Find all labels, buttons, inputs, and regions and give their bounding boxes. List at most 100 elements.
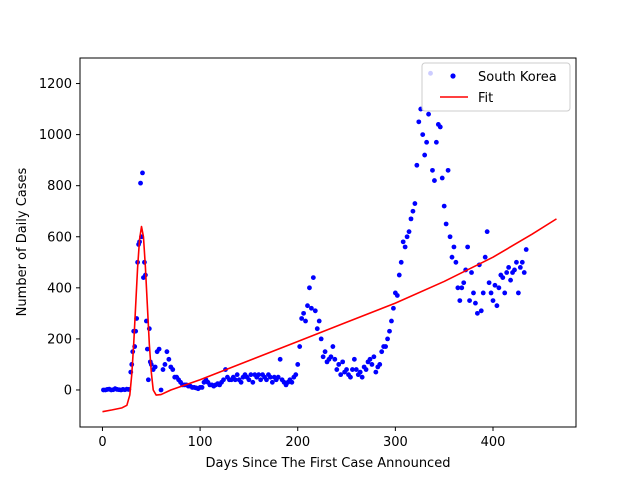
data-point <box>437 124 443 130</box>
data-point <box>353 367 359 372</box>
data-point <box>490 298 496 303</box>
data-point <box>307 285 312 291</box>
data-point <box>330 344 336 349</box>
series-layer <box>101 70 557 413</box>
x-tick-label: 300 <box>383 435 408 450</box>
data-point <box>508 277 513 283</box>
data-point <box>459 285 465 291</box>
data-point <box>295 362 301 367</box>
data-point <box>138 180 143 186</box>
data-point <box>496 285 502 291</box>
legend-box <box>421 62 571 112</box>
data-point <box>484 229 490 235</box>
data-point <box>519 259 525 265</box>
data-point <box>474 310 480 316</box>
y-axis-label: Number of Daily Cases <box>15 167 30 316</box>
series-fit-line <box>102 218 557 413</box>
data-point <box>297 344 303 349</box>
data-point <box>303 318 308 324</box>
data-point <box>387 328 392 334</box>
data-point <box>318 336 324 342</box>
data-point <box>334 367 340 372</box>
data-point <box>221 377 226 383</box>
data-point <box>312 308 318 314</box>
data-point <box>322 349 328 355</box>
data-point <box>166 356 172 362</box>
data-point <box>377 362 383 367</box>
data-point <box>140 170 145 176</box>
data-point <box>402 244 408 250</box>
data-point <box>158 387 164 393</box>
y-tick-label: 1200 <box>39 77 72 92</box>
data-point <box>420 132 426 138</box>
y-tick-label: 1000 <box>39 128 72 143</box>
data-point <box>267 374 273 380</box>
data-point <box>494 303 500 309</box>
data-point <box>145 377 151 383</box>
legend-marker-south-korea <box>450 73 456 79</box>
data-point <box>480 290 486 296</box>
data-point <box>359 374 365 380</box>
x-tick-label: 0 <box>98 435 106 450</box>
x-tick-label: 100 <box>188 435 213 450</box>
data-point <box>424 139 430 145</box>
data-point <box>332 356 338 362</box>
data-point <box>400 239 406 245</box>
data-point <box>412 201 418 206</box>
data-point <box>328 354 334 360</box>
data-point <box>238 379 244 385</box>
data-point <box>502 290 508 296</box>
data-point <box>506 265 512 270</box>
data-point <box>350 367 355 372</box>
data-point <box>320 354 326 360</box>
legend: South Korea Fit <box>421 62 571 112</box>
data-point <box>389 318 394 324</box>
data-point <box>515 290 521 296</box>
data-point <box>461 280 467 286</box>
data-point <box>433 139 439 145</box>
data-point <box>385 336 390 342</box>
data-point <box>445 167 451 173</box>
data-point <box>156 346 162 352</box>
data-point <box>443 221 449 227</box>
data-point <box>348 374 353 380</box>
data-point <box>482 254 488 260</box>
data-point <box>269 379 275 385</box>
data-point <box>162 362 168 367</box>
data-point <box>309 305 314 311</box>
data-point <box>344 367 349 372</box>
data-point <box>473 300 478 306</box>
data-point <box>457 298 463 303</box>
data-point <box>465 244 471 250</box>
data-point <box>258 377 264 383</box>
data-point <box>408 216 414 222</box>
data-point <box>517 265 523 270</box>
data-point <box>514 259 519 265</box>
y-tick-label: 800 <box>47 179 72 194</box>
data-point <box>396 272 402 278</box>
data-point <box>441 203 447 209</box>
data-point <box>316 318 322 324</box>
data-point <box>422 152 428 158</box>
data-point <box>512 267 517 273</box>
data-point <box>492 282 498 288</box>
data-point <box>398 259 404 265</box>
y-axis: 0 200 400 600 800 1000 1200 <box>39 77 80 398</box>
data-point <box>523 247 529 252</box>
data-point <box>453 259 459 265</box>
data-point <box>314 326 320 332</box>
data-point <box>256 372 262 378</box>
data-point <box>289 379 295 385</box>
x-axis-label: Days Since The First Case Announced <box>206 456 451 471</box>
data-point <box>310 275 316 281</box>
data-point <box>293 372 299 378</box>
data-point <box>299 316 305 321</box>
data-point <box>275 374 281 380</box>
data-point <box>160 367 166 372</box>
data-point <box>451 244 457 250</box>
data-point <box>416 119 422 125</box>
data-point <box>363 367 369 372</box>
data-point <box>164 349 170 355</box>
data-point <box>486 280 492 286</box>
data-point <box>369 362 375 367</box>
